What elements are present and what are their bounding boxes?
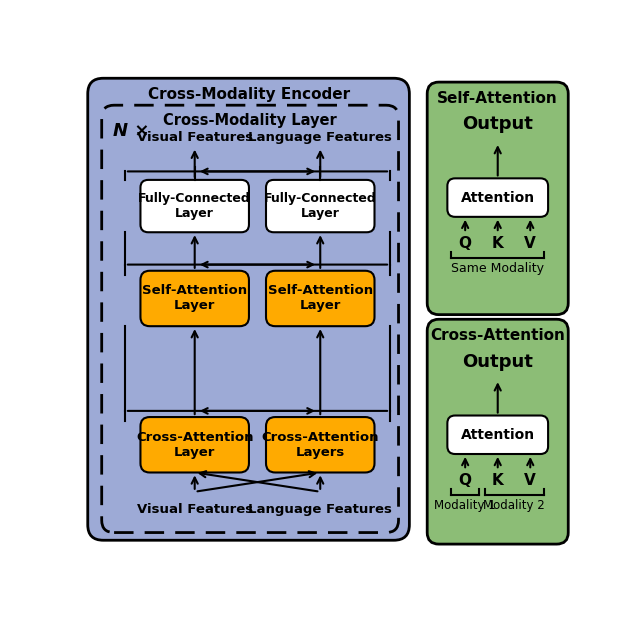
Text: K: K [492,236,504,251]
FancyBboxPatch shape [447,415,548,454]
Text: V: V [524,236,536,251]
Text: Fully-Connected
Layer: Fully-Connected Layer [138,192,251,220]
Text: Cross-Modality Encoder: Cross-Modality Encoder [147,87,349,102]
Text: Cross-Attention: Cross-Attention [430,329,565,343]
Text: N ×: N × [113,122,149,140]
FancyBboxPatch shape [266,180,374,232]
Text: Fully-Connected
Layer: Fully-Connected Layer [264,192,376,220]
Text: Visual Features: Visual Features [136,503,253,516]
Text: Output: Output [462,115,533,133]
Text: Self-Attention
Layer: Self-Attention Layer [268,285,373,312]
Text: K: K [492,474,504,489]
FancyBboxPatch shape [140,417,249,472]
Text: V: V [524,474,536,489]
Text: Output: Output [462,353,533,371]
Text: Language Features: Language Features [248,131,392,144]
FancyBboxPatch shape [447,179,548,217]
Text: Self-Attention: Self-Attention [437,91,558,107]
FancyBboxPatch shape [428,82,568,314]
Text: Q: Q [459,474,472,489]
Text: Visual Features: Visual Features [136,131,253,144]
FancyBboxPatch shape [102,105,399,533]
FancyBboxPatch shape [88,78,410,540]
Text: Attention: Attention [461,190,535,205]
Text: Modality 1: Modality 1 [435,499,496,512]
Text: Cross-Modality Layer: Cross-Modality Layer [163,113,337,128]
FancyBboxPatch shape [266,417,374,472]
FancyBboxPatch shape [140,271,249,326]
Text: Attention: Attention [461,428,535,442]
Text: Q: Q [459,236,472,251]
FancyBboxPatch shape [140,180,249,232]
Text: Language Features: Language Features [248,503,392,516]
Text: Cross-Attention
Layer: Cross-Attention Layer [136,431,253,459]
FancyBboxPatch shape [266,271,374,326]
Text: Same Modality: Same Modality [451,262,544,275]
FancyBboxPatch shape [428,319,568,544]
Text: Cross-Attention
Layers: Cross-Attention Layers [262,431,379,459]
Text: Modality 2: Modality 2 [483,499,545,512]
Text: Self-Attention
Layer: Self-Attention Layer [142,285,247,312]
